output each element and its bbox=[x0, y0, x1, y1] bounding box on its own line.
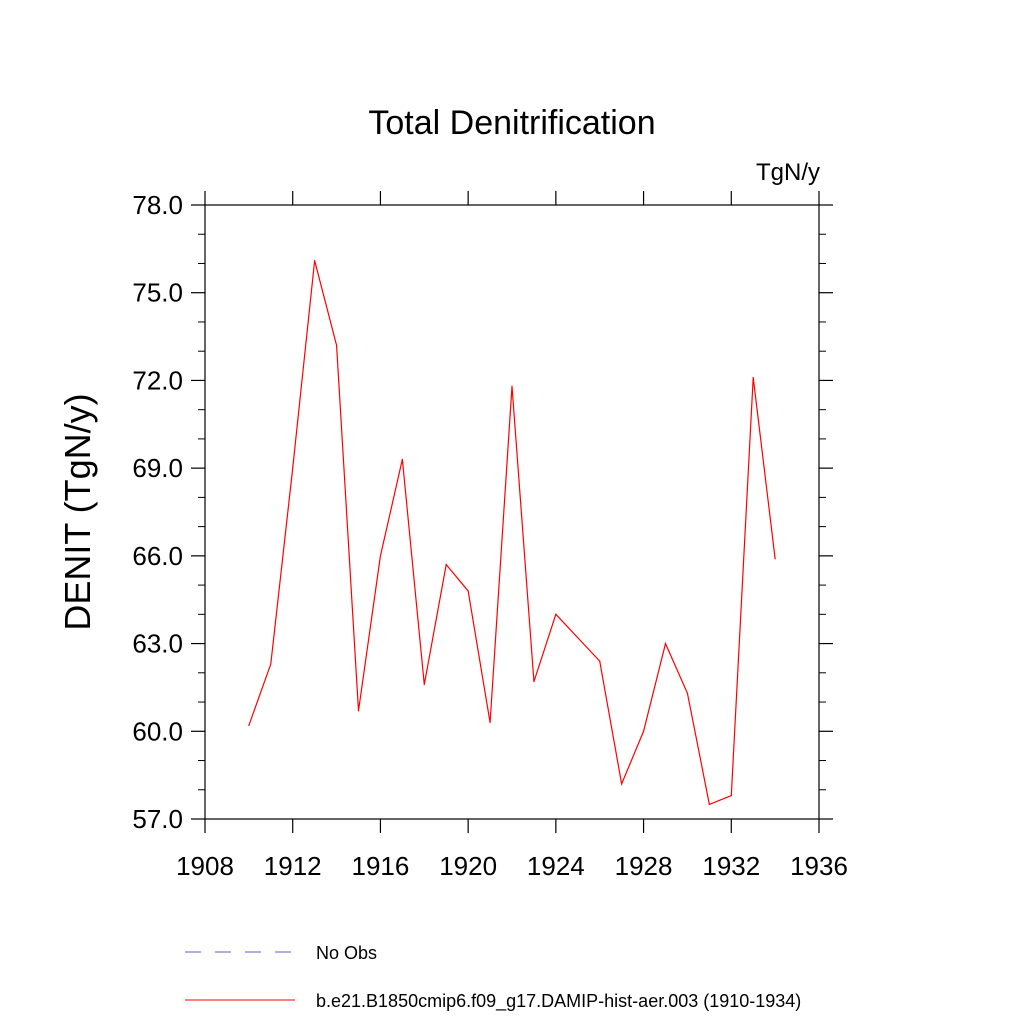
data-point bbox=[708, 803, 710, 805]
data-point bbox=[511, 385, 513, 387]
y-tick-label: 57.0 bbox=[132, 804, 183, 834]
x-tick-label: 1912 bbox=[264, 851, 322, 881]
data-point bbox=[730, 795, 732, 797]
y-tick-label: 63.0 bbox=[132, 629, 183, 659]
data-point bbox=[642, 730, 645, 732]
y-tick-label: 60.0 bbox=[132, 716, 183, 746]
plot-frame bbox=[204, 204, 820, 820]
y-tick-label: 72.0 bbox=[132, 365, 183, 395]
data-point bbox=[664, 642, 667, 645]
data-point bbox=[577, 637, 579, 639]
series-layer bbox=[248, 259, 776, 806]
data-point bbox=[621, 783, 623, 785]
x-tick-label: 1920 bbox=[439, 851, 497, 881]
data-point bbox=[445, 564, 447, 566]
data-point bbox=[774, 558, 776, 560]
data-point bbox=[335, 344, 338, 346]
legend-label-no-obs: No Obs bbox=[316, 943, 377, 963]
y-axis-label: DENIT (TgN/y) bbox=[57, 393, 98, 630]
data-point bbox=[489, 721, 491, 724]
x-tick-label: 1924 bbox=[527, 851, 585, 881]
chart-title: Total Denitrification bbox=[368, 104, 655, 142]
series-line-0 bbox=[248, 260, 776, 806]
y-tick-label: 69.0 bbox=[132, 453, 183, 483]
data-point bbox=[533, 680, 535, 683]
data-point bbox=[248, 724, 250, 727]
y-axis: 57.0 60.0 63.0 66.0 69.0 72.0 75.0 78.0 bbox=[132, 190, 833, 834]
y-tick-label: 78.0 bbox=[132, 190, 183, 220]
x-tick-label: 1908 bbox=[176, 851, 234, 881]
legend: No Obs b.e21.B1850cmip6.f09_g17.DAMIP-hi… bbox=[185, 943, 801, 1012]
data-point bbox=[686, 692, 689, 694]
legend-label-model-run: b.e21.B1850cmip6.f09_g17.DAMIP-hist-aer.… bbox=[316, 991, 801, 1012]
units-label: TgN/y bbox=[756, 159, 820, 186]
x-tick-label: 1936 bbox=[790, 851, 848, 881]
data-point bbox=[270, 663, 272, 665]
data-point bbox=[401, 458, 403, 460]
data-point bbox=[314, 259, 316, 262]
data-point bbox=[555, 613, 557, 615]
y-tick-label: 66.0 bbox=[132, 541, 183, 571]
data-point bbox=[467, 590, 469, 592]
x-tick-label: 1932 bbox=[702, 851, 760, 881]
x-tick-label: 1928 bbox=[615, 851, 673, 881]
data-point bbox=[379, 555, 382, 557]
data-point bbox=[599, 660, 601, 662]
x-axis: 1908 1912 1916 1920 1924 1928 1932 1936 bbox=[176, 191, 848, 881]
data-point bbox=[357, 710, 360, 712]
y-tick-label: 75.0 bbox=[132, 278, 183, 308]
data-point bbox=[752, 376, 754, 379]
data-point bbox=[423, 683, 425, 686]
x-tick-label: 1916 bbox=[352, 851, 410, 881]
data-point bbox=[292, 467, 294, 469]
